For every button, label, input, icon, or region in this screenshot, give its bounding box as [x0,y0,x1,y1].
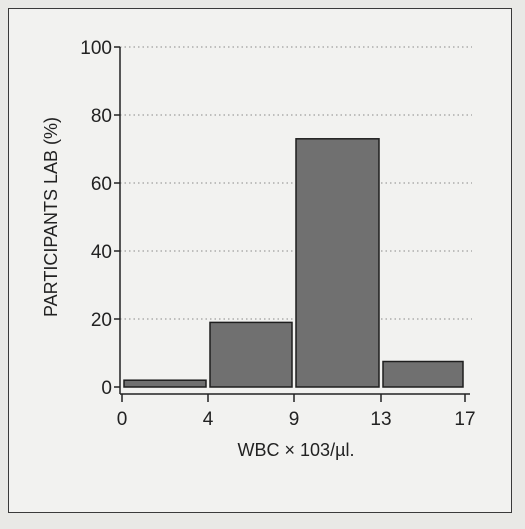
y-tick-label: 40 [91,242,112,263]
x-tick-label: 4 [203,409,214,430]
y-tick-label: 100 [80,38,112,59]
x-tick-label: 13 [370,409,391,430]
bar-1 [209,321,293,388]
y-tick-label: 80 [91,106,112,127]
y-ticks: 0 20 40 60 80 100 [80,38,120,399]
x-tick-label: 17 [454,409,475,430]
x-tick-label: 9 [289,409,300,430]
x-axis-title: WBC × 103/µl. [238,440,355,460]
y-tick-label: 0 [101,378,112,399]
x-tick-label: 0 [117,409,128,430]
bar-2 [295,138,380,388]
bar-3 [382,360,464,388]
bars [123,138,464,388]
figure-frame [8,8,512,513]
y-tick-label: 60 [91,174,112,195]
x-ticks: 0 4 9 13 17 [117,394,476,430]
y-tick-label: 20 [91,310,112,331]
y-axis-title: PARTICIPANTS LAB (%) [41,117,61,317]
bar-0 [123,379,207,388]
